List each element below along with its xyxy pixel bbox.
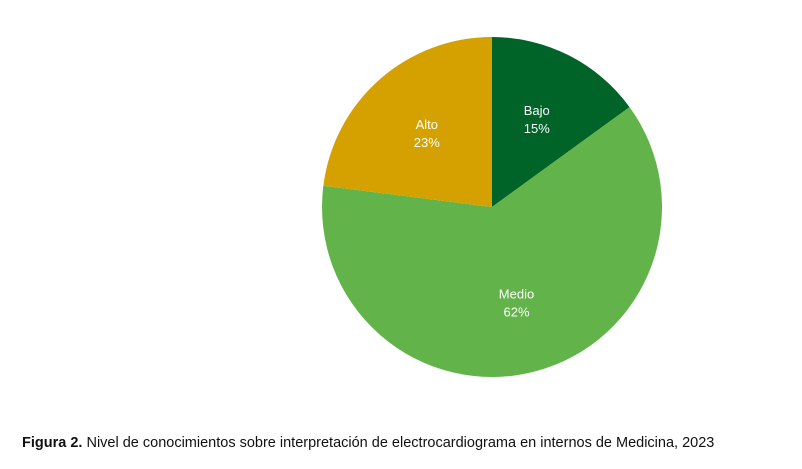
pie-slice-bajo [492,37,630,207]
pie-chart-svg: Bajo 15% Medio 62% Alto 23% [322,37,662,377]
slice-value-medio: 62% [504,305,530,320]
pie-slice-alto [323,37,492,207]
slice-value-bajo: 15% [524,121,550,136]
figure-caption: Figura 2. Nivel de conocimientos sobre i… [22,435,792,451]
pie-chart: Bajo 15% Medio 62% Alto 23% [322,37,662,377]
figure-label: Figura 2. [22,435,83,451]
slice-value-alto: 23% [414,135,440,150]
slice-label-bajo: Bajo [524,103,550,118]
pie-slice-medio [322,107,662,377]
figure-caption-text: Nivel de conocimientos sobre interpretac… [82,435,715,451]
slice-label-medio: Medio [499,287,534,302]
slice-label-alto: Alto [416,117,438,132]
